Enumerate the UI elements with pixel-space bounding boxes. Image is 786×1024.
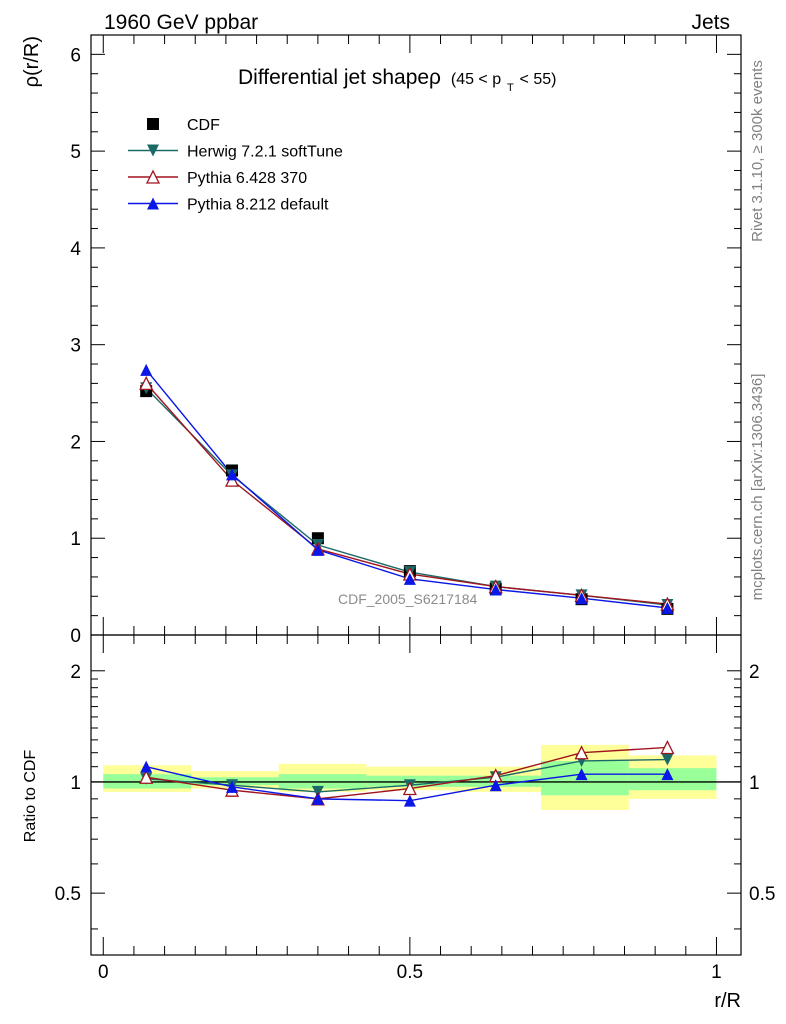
ratio-y-tick-label: 0.5 (55, 884, 81, 905)
main-panel: 0 1 2 3 4 5 6 ρ(r/R) Differential jet shapeρ (… (21, 34, 742, 647)
main-data-point (139, 375, 154, 391)
chart-title-cut: (45 < p (451, 71, 501, 88)
legend-label: CDF (187, 117, 220, 134)
ratio-data-point (140, 760, 153, 773)
chart-title-main: Differential jet shapeρ (238, 66, 441, 89)
chart-title-cut-sub: T (507, 82, 514, 94)
x-axis-label: r/R (714, 990, 741, 1012)
main-y-axis-label: ρ(r/R) (21, 36, 43, 87)
main-y-tick-label: 3 (70, 336, 81, 357)
ratio-data-point (661, 753, 674, 766)
ratio-y-tick-label-right: 2 (749, 662, 760, 683)
ratio-data-point (139, 769, 154, 784)
main-data-point (575, 592, 588, 605)
ratio-y-tick-label-right: 0.5 (749, 884, 775, 905)
x-tick-label: 0.5 (397, 962, 423, 983)
x-tick-label: 0 (98, 962, 109, 983)
main-y-tick-label: 2 (70, 432, 81, 453)
rivet-label: Rivet 3.1.10, ≥ 300k events (749, 60, 766, 242)
main-y-tick-label: 6 (70, 45, 81, 66)
analysis-id-label: CDF_2005_S6217184 (338, 591, 478, 607)
ratio-panel: 0.5 0.5 1 1 2 2 0 0.5 1 Ratio to CDF r/R (22, 634, 775, 1012)
energy-label: 1960 GeV ppbar (104, 11, 258, 34)
legend-marker (147, 144, 159, 157)
category-label: Jets (691, 11, 730, 34)
ratio-data-point (660, 740, 675, 755)
ratio-data-point (489, 779, 502, 792)
ratio-y-tick-label: 2 (70, 662, 81, 683)
legend-label: Pythia 6.428 370 (187, 170, 307, 187)
ratio-y-axis-label: Ratio to CDF (22, 750, 39, 843)
ratio-data-point (226, 780, 239, 793)
mcplots-label: mcplots.cern.ch [arXiv:1306.3436] (749, 374, 766, 601)
legend-marker (145, 169, 161, 184)
main-data-point (140, 363, 153, 376)
chart-title-cut-end: < 55) (520, 71, 557, 88)
main-y-tick-label: 0 (70, 626, 81, 647)
main-y-tick-label: 4 (70, 239, 81, 260)
ratio-data-point (574, 745, 589, 760)
main-data-point (661, 601, 674, 614)
ratio-y-tick-label-right: 1 (749, 773, 760, 794)
main-data-point (311, 543, 324, 556)
legend: CDF Herwig 7.2.1 softTune Pythia 6.428 370… (128, 117, 343, 214)
ratio-data-point (661, 768, 674, 781)
legend-label: Herwig 7.2.1 softTune (187, 144, 343, 161)
main-y-tick-label: 5 (70, 142, 81, 163)
x-tick-label: 1 (711, 962, 722, 983)
legend-label: Pythia 8.212 default (187, 197, 329, 214)
main-data-point (403, 572, 416, 585)
chart-title: Differential jet shapeρ (45 < p T < 55) (238, 66, 556, 96)
ratio-frame (90, 634, 742, 956)
legend-marker (147, 118, 159, 130)
main-data-point (226, 468, 239, 481)
ratio-data-point (402, 781, 417, 796)
main-data-point (489, 583, 502, 596)
ratio-data-point (311, 792, 324, 805)
ratio-data-point (575, 768, 588, 781)
ratio-data-point (403, 794, 416, 807)
main-y-tick-label: 1 (70, 529, 81, 550)
legend-marker (147, 197, 159, 210)
ratio-y-tick-label: 1 (70, 773, 81, 794)
